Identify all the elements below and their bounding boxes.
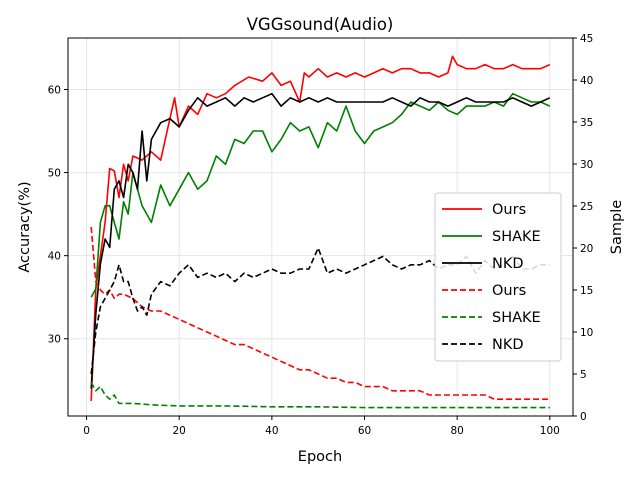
- series-line-ours-accuracy: [90, 55, 551, 402]
- legend-box: [434, 192, 562, 362]
- legend-label: SHAKE: [492, 229, 541, 245]
- x-axis-title: Epoch: [298, 449, 342, 465]
- series-line-nkd-sample: [90, 247, 550, 375]
- series-line-shake-sample: [90, 382, 550, 409]
- y2-tick-label: 20: [580, 243, 593, 255]
- chart-title: VGGsound(Audio): [247, 15, 394, 34]
- x-axis-ticks: 0 20 40 60 80 100: [83, 416, 560, 437]
- legend-label: NKD: [492, 256, 524, 272]
- legend-label: Ours: [492, 202, 526, 218]
- y2-tick-label: 0: [580, 411, 587, 423]
- y-axis-title: Accuracy(%): [17, 181, 33, 272]
- y2-tick-label: 45: [580, 33, 593, 45]
- series-line-ours-sample: [90, 226, 550, 401]
- series-layer: [90, 55, 551, 409]
- series-line-nkd-accuracy: [90, 92, 551, 389]
- y2-axis-ticks: 0 5 10 15 20 25 30 35 40 45: [573, 33, 593, 423]
- y2-tick-label: 40: [580, 75, 593, 87]
- legend: Ours SHAKE NKD Ours SHAKE NKD: [434, 192, 562, 362]
- y-axis-ticks: 30 40 50 60: [48, 85, 68, 346]
- y-tick-label: 30: [48, 334, 61, 346]
- y-tick-label: 40: [48, 251, 61, 263]
- y2-tick-label: 35: [580, 117, 593, 129]
- y2-tick-label: 10: [580, 327, 593, 339]
- x-tick-label: 20: [173, 425, 186, 437]
- y-tick-label: 50: [48, 168, 61, 180]
- x-tick-label: 40: [265, 425, 278, 437]
- legend-label: SHAKE: [492, 310, 541, 326]
- x-tick-label: 60: [358, 425, 371, 437]
- y-tick-label: 60: [48, 85, 61, 97]
- legend-label: Ours: [492, 283, 526, 299]
- y2-tick-label: 5: [580, 369, 587, 381]
- y2-tick-label: 30: [580, 159, 593, 171]
- y2-tick-label: 25: [580, 201, 593, 213]
- x-tick-label: 80: [450, 425, 463, 437]
- y2-axis-title: Sample: [609, 200, 625, 254]
- legend-label: NKD: [492, 337, 524, 353]
- x-tick-label: 100: [540, 425, 560, 437]
- y2-tick-label: 15: [580, 285, 593, 297]
- plot-frame: [67, 37, 574, 417]
- x-tick-label: 0: [83, 425, 90, 437]
